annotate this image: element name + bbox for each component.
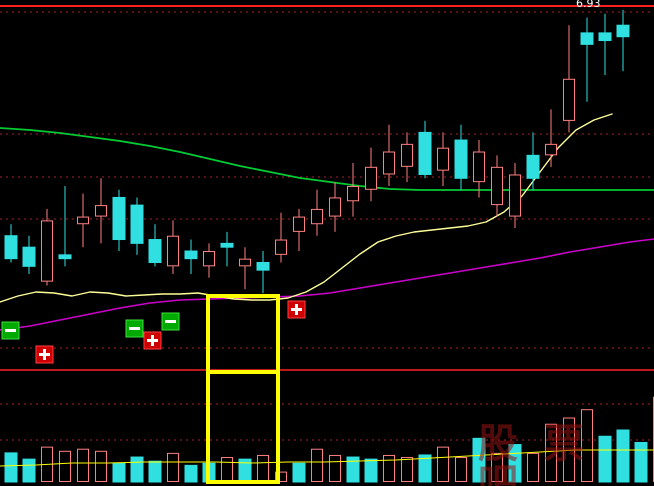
volume-bar[interactable] [418,454,432,483]
mamid-polyline [0,127,654,191]
candle-body-up[interactable] [275,239,287,255]
candle-body-up[interactable] [545,143,557,156]
volume-bar[interactable] [167,452,179,483]
signal-marker-buy[interactable] [35,345,54,364]
signal-marker-sell[interactable] [125,319,144,338]
volume-bar[interactable] [77,448,89,482]
marker-glyph-v [43,349,46,360]
volume-bar[interactable] [22,458,36,483]
candle-body-down[interactable] [616,24,630,38]
candle-body-down[interactable] [580,32,594,45]
candle-body-up[interactable] [383,151,395,175]
volume-ma-line [0,449,654,467]
volume-ma-polyline [0,449,654,467]
ma-mid-line [0,127,654,191]
candlestick-group[interactable] [4,9,630,294]
volume-bar[interactable] [437,446,449,483]
volume-bar[interactable] [184,464,198,483]
candle-body-down[interactable] [112,196,126,241]
candle-body-down[interactable] [598,32,612,42]
volume-bars-group[interactable] [4,393,654,483]
volume-bar[interactable] [472,437,486,483]
volume-bar[interactable] [634,441,648,483]
volume-bar[interactable] [545,423,557,483]
candle-body-up[interactable] [563,78,575,121]
candle-body-down[interactable] [58,254,72,260]
volume-bar[interactable] [148,460,162,483]
candle-body-down[interactable] [184,250,198,260]
candle-body-up[interactable] [473,151,485,183]
volume-bar[interactable] [598,435,612,483]
volume-bar[interactable] [329,454,341,482]
candle-body-up[interactable] [311,208,323,225]
volume-bar[interactable] [59,450,71,482]
volume-bar[interactable] [257,454,269,482]
volume-bar[interactable] [383,454,395,482]
marker-glyph-h [129,327,140,330]
candle-body-up[interactable] [203,251,215,267]
grid-lines [0,11,654,441]
candle-body-down[interactable] [526,154,540,179]
volume-bar[interactable] [275,471,287,483]
marker-glyph-h [5,329,16,332]
candle-body-up[interactable] [239,258,251,267]
signal-markers[interactable] [1,300,306,364]
candle-body-up[interactable] [437,147,449,171]
candle-body-up[interactable] [329,197,341,217]
highlight-rect-price[interactable] [206,294,280,484]
yellow-highlight-box[interactable] [206,294,280,484]
marker-glyph-v [151,335,154,346]
volume-bar[interactable] [346,456,360,483]
signal-marker-sell[interactable] [161,312,180,331]
signal-marker-sell[interactable] [1,321,20,340]
candle-body-up[interactable] [293,216,305,232]
candle-body-down[interactable] [256,261,270,271]
candle-body-up[interactable] [77,216,89,225]
volume-bar[interactable] [527,452,539,483]
candle-body-down[interactable] [22,246,36,267]
volume-bar[interactable] [95,450,107,482]
volume-bar[interactable] [364,458,378,483]
volume-bar[interactable] [581,409,593,483]
volume-bar[interactable] [112,462,126,483]
candle-body-down[interactable] [148,239,162,263]
volume-bar[interactable] [455,457,467,483]
current-price-label: 6.93 [576,0,601,10]
volume-bar[interactable] [221,457,233,483]
volume-bar[interactable] [401,457,413,483]
marker-glyph-v [295,304,298,315]
volume-bar[interactable] [491,452,503,483]
candle-body-down[interactable] [4,235,18,260]
candle-body-up[interactable] [509,174,521,217]
malong-polyline [0,238,654,331]
highlight-rect-volume[interactable] [206,370,280,484]
candle-body-down[interactable] [130,204,144,244]
volume-bar[interactable] [130,456,144,483]
volume-bar[interactable] [508,444,522,483]
volume-bar[interactable] [311,448,323,482]
marker-glyph-h [165,320,176,323]
candle-body-up[interactable] [365,166,377,190]
candle-body-up[interactable] [95,205,107,217]
candle-body-up[interactable] [347,185,359,202]
candle-body-down[interactable] [418,131,432,175]
candle-body-up[interactable] [167,235,179,267]
ma-long-line [0,238,654,331]
volume-bar[interactable] [616,429,630,483]
candle-body-up[interactable] [41,220,53,282]
signal-marker-buy[interactable] [287,300,306,319]
volume-bar[interactable] [292,462,306,483]
volume-bar[interactable] [4,452,18,483]
candle-body-down[interactable] [220,242,234,248]
candle-body-up[interactable] [491,166,503,206]
candle-body-down[interactable] [454,139,468,179]
candle-body-up[interactable] [401,143,413,167]
signal-marker-buy[interactable] [143,331,162,350]
